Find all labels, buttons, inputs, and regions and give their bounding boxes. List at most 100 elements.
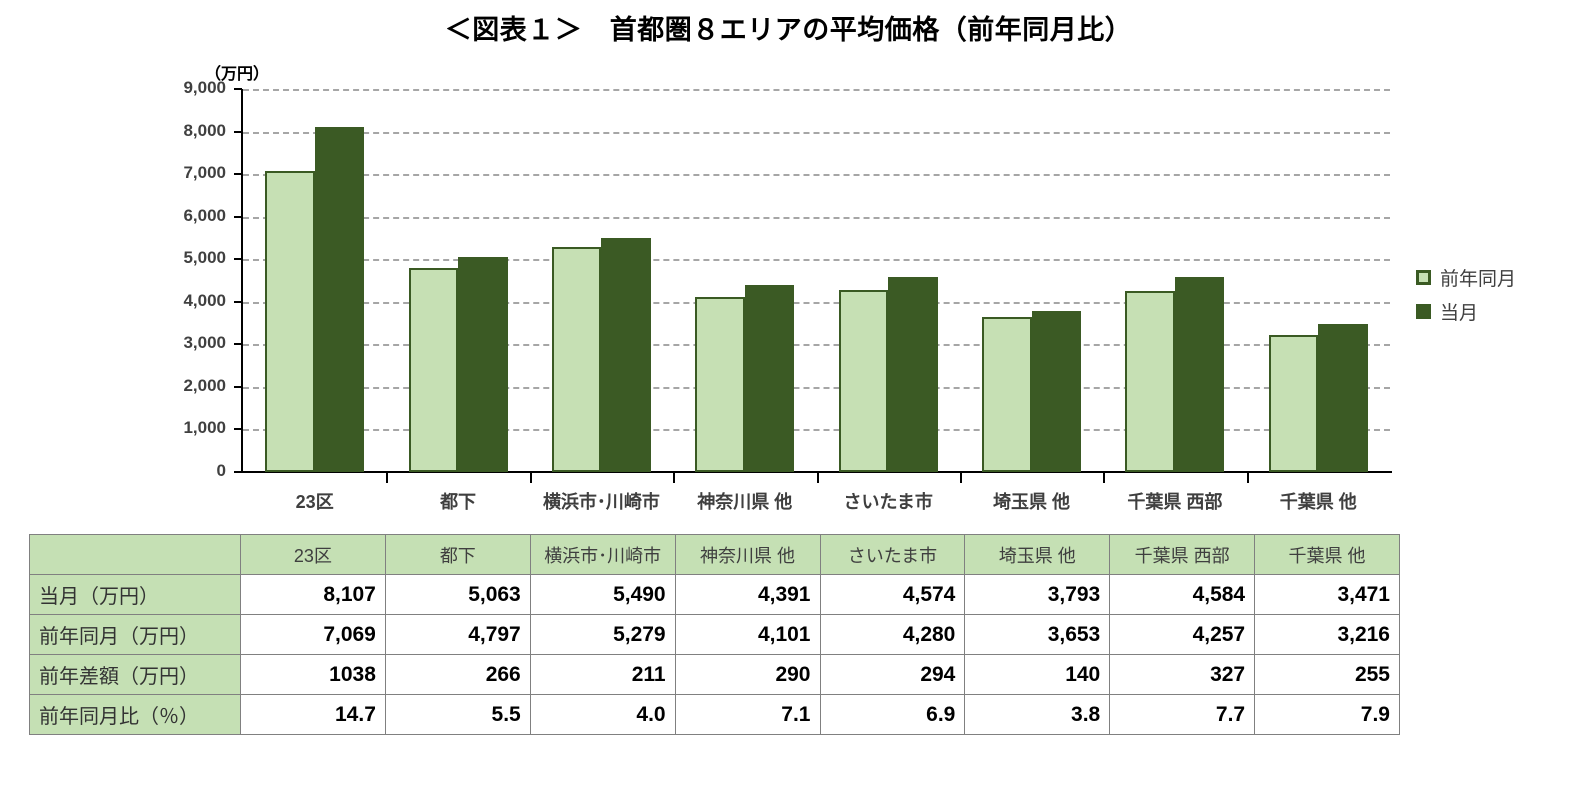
table-cell: 5,063 bbox=[384, 574, 531, 615]
x-axis-category-label: さいたま市 bbox=[843, 492, 933, 512]
y-axis-tick bbox=[234, 88, 242, 90]
bar-current-month bbox=[601, 238, 651, 472]
x-axis-tick bbox=[1103, 473, 1106, 483]
x-axis-tick bbox=[959, 473, 962, 483]
gridline bbox=[243, 131, 1390, 134]
table-cell: 7,069 bbox=[240, 614, 386, 655]
table-header-row: 23区 都下 横浜市･川崎市 神奈川県 他さいたま市 埼玉県 他千葉県 西部 千葉県 他 bbox=[29, 534, 1400, 575]
table-corner-cell bbox=[29, 534, 241, 575]
table-cell: 1038 bbox=[240, 654, 386, 695]
x-axis-category-label: 23区 bbox=[295, 492, 334, 512]
y-axis-tick bbox=[234, 130, 242, 133]
gridline bbox=[243, 301, 1390, 304]
table-row: 当月（万円） 8,107 5,063 5,490 4,391 4,574 3,793 4,58… bbox=[29, 574, 1400, 615]
bar-prev-year bbox=[1125, 290, 1175, 472]
table-cell: 6.9 bbox=[819, 694, 966, 735]
table-cell: 255 bbox=[1254, 654, 1400, 695]
table-column-header: 都下 bbox=[384, 534, 531, 575]
y-axis-label: 1,000 bbox=[183, 418, 226, 438]
table-row: 前年同月（万円） 7,069 4,797 5,279 4,101 4,280 3,653 4,… bbox=[29, 614, 1400, 655]
y-axis-unit-label: （万円） bbox=[205, 66, 270, 83]
x-axis-line bbox=[241, 471, 1392, 473]
y-axis-label: 2,000 bbox=[183, 375, 226, 395]
y-axis-label: 9,000 bbox=[183, 78, 226, 97]
table-row: 前年同月比（％） 14.7 5.5 4.0 7.1 6.9 3.8 7.7 7.9 bbox=[29, 694, 1400, 735]
y-axis-line bbox=[241, 89, 243, 473]
table-column-header: 埼玉県 他 bbox=[964, 534, 1111, 575]
table-column-header: 千葉県 他 bbox=[1254, 534, 1400, 575]
x-axis-category-label: 神奈川県 他 bbox=[697, 492, 793, 512]
table-cell: 4,574 bbox=[819, 574, 966, 615]
y-axis-label: 3,000 bbox=[183, 333, 226, 353]
table-column-header: 千葉県 西部 bbox=[1109, 534, 1256, 575]
table-cell: 327 bbox=[1109, 654, 1256, 695]
bar-current-month bbox=[1318, 324, 1368, 472]
table-cell: 294 bbox=[819, 654, 966, 695]
table-cell: 8,107 bbox=[240, 574, 386, 615]
y-axis-label: 0 bbox=[216, 461, 226, 480]
legend-item[interactable]: 当月 bbox=[1416, 294, 1516, 328]
table-cell: 3,793 bbox=[964, 574, 1111, 615]
table-cell: 266 bbox=[384, 654, 531, 695]
page-title: ＜図表１＞ 首都圏８エリアの平均価格（前年同月比） bbox=[444, 15, 1133, 45]
table-column-header: 23区 bbox=[240, 534, 386, 575]
bar-prev-year bbox=[1268, 335, 1319, 472]
y-axis-tick bbox=[234, 428, 242, 431]
table-cell: 4,797 bbox=[384, 614, 531, 655]
table-cell: 4,584 bbox=[1109, 574, 1256, 615]
x-axis-tick bbox=[386, 473, 389, 483]
bar-current-month bbox=[458, 256, 508, 472]
table-header: 23区 都下 横浜市･川崎市 神奈川県 他さいたま市 埼玉県 他千葉県 西部 千葉県 他 bbox=[29, 534, 1400, 575]
gridline bbox=[243, 216, 1390, 219]
table-cell: 211 bbox=[529, 654, 676, 695]
data-table: 23区 都下 横浜市･川崎市 神奈川県 他さいたま市 埼玉県 他千葉県 西部 千葉県 他 … bbox=[29, 534, 1400, 735]
x-axis-category-label: 埼玉県 他 bbox=[993, 492, 1071, 512]
y-axis-label: 7,000 bbox=[183, 163, 226, 183]
table-cell: 3,216 bbox=[1254, 614, 1400, 655]
table-cell: 4,391 bbox=[674, 574, 821, 615]
bar-prev-year bbox=[695, 297, 745, 472]
table-row: 前年差額（万円） 1038 266 211 290 294 140 327 255 bbox=[29, 654, 1400, 695]
gridline bbox=[243, 259, 1390, 262]
chart-legend: 前年同月当月 bbox=[1416, 260, 1516, 328]
gridline bbox=[243, 344, 1390, 347]
table-row-header: 前年差額（万円） bbox=[29, 654, 241, 695]
x-axis-tick bbox=[816, 473, 819, 483]
bar-prev-year bbox=[838, 289, 889, 472]
x-axis-category-label: 千葉県 西部 bbox=[1127, 492, 1223, 512]
table-body: 当月（万円） 8,107 5,063 5,490 4,391 4,574 3,793 4,58… bbox=[29, 574, 1400, 735]
x-axis-tick bbox=[1246, 473, 1249, 483]
bar-current-month bbox=[314, 127, 365, 472]
bar-current-month bbox=[744, 285, 795, 472]
y-axis-label: 5,000 bbox=[183, 248, 226, 268]
x-axis-category-label: 都下 bbox=[440, 492, 477, 512]
table-column-header: さいたま市 bbox=[819, 534, 966, 575]
x-axis-category-label: 横浜市･川崎市 bbox=[542, 492, 660, 512]
y-axis-label: 4,000 bbox=[183, 290, 226, 310]
y-axis-tick bbox=[234, 173, 242, 176]
bar-current-month bbox=[1174, 276, 1225, 472]
gridline bbox=[243, 386, 1390, 389]
bar-prev-year bbox=[982, 316, 1032, 472]
gridline bbox=[243, 89, 1390, 91]
table-column-header: 神奈川県 他 bbox=[674, 534, 821, 575]
table-cell: 4,257 bbox=[1109, 614, 1256, 655]
plot-area bbox=[243, 89, 1390, 472]
bar-prev-year bbox=[551, 247, 602, 472]
y-axis-tick bbox=[234, 471, 242, 473]
bar-prev-year bbox=[265, 171, 315, 472]
table-cell: 5.5 bbox=[384, 694, 531, 735]
table-cell: 4.0 bbox=[529, 694, 676, 735]
x-axis-category-label: 千葉県 他 bbox=[1279, 492, 1357, 512]
table-row-header: 当月（万円） bbox=[29, 574, 241, 615]
table-row-header: 前年同月（万円） bbox=[29, 614, 241, 655]
y-axis-label: 6,000 bbox=[183, 205, 226, 225]
y-axis-tick bbox=[234, 343, 242, 346]
y-axis-tick bbox=[234, 385, 242, 388]
table-cell: 5,279 bbox=[529, 614, 676, 655]
legend-label: 前年同月 bbox=[1440, 268, 1517, 290]
x-axis-tick bbox=[529, 473, 532, 483]
legend-item[interactable]: 前年同月 bbox=[1416, 260, 1516, 294]
table-cell: 4,280 bbox=[819, 614, 966, 655]
bar-chart: （万円） 9,000 8,000 7,000 6,000 5,000 4,000 3,000… bbox=[0, 48, 1577, 528]
